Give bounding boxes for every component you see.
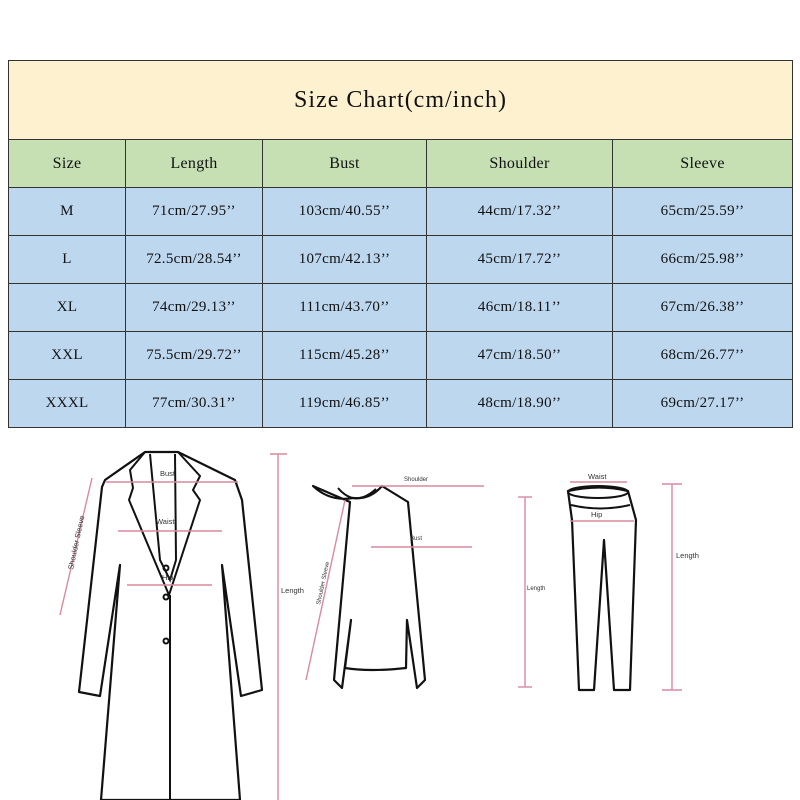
- cell: 72.5cm/28.54’’: [125, 235, 263, 284]
- cell: 45cm/17.72’’: [426, 235, 613, 284]
- cell: XXL: [8, 331, 126, 380]
- pants-waist-label: Waist: [588, 472, 607, 481]
- header-row: Size Length Bust Shoulder Sleeve: [8, 139, 794, 188]
- cell: 46cm/18.11’’: [426, 283, 613, 332]
- cell: M: [8, 187, 126, 236]
- coat-bust-label: Bust: [160, 469, 176, 478]
- header-bust: Bust: [262, 139, 427, 188]
- sweater-length-label: Length: [527, 586, 545, 592]
- cell: 115cm/45.28’’: [262, 331, 427, 380]
- cell: XXXL: [8, 379, 126, 428]
- coat-length-label: Length: [281, 586, 304, 595]
- coat-hip-label: Hip: [162, 573, 173, 582]
- cell: 77cm/30.31’’: [125, 379, 263, 428]
- table-row: M 71cm/27.95’’ 103cm/40.55’’ 44cm/17.32’’ 65…: [8, 187, 794, 236]
- measurement-diagram: Bust Waist Hip Shoulder Sleeve Length Sh…: [59, 450, 699, 800]
- table-row: XL 74cm/29.13’’ 111cm/43.70’’ 46cm/18.11’’ 6…: [8, 283, 794, 332]
- cell: 74cm/29.13’’: [125, 283, 263, 332]
- chart-title: Size Chart(cm/inch): [7, 60, 794, 140]
- sweater-bust-label: Bust: [410, 536, 422, 542]
- cell: XL: [8, 283, 126, 332]
- cell: 65cm/25.59’’: [611, 187, 794, 236]
- sweater-illustration: Shoulder Bust Shoulder Sleeve Length: [305, 477, 545, 690]
- pants-hip-label: Hip: [591, 510, 602, 519]
- coat-sleeve-label: Shoulder Sleeve: [66, 515, 86, 571]
- table-row: L 72.5cm/28.54’’ 107cm/42.13’’ 45cm/17.72’’…: [8, 235, 794, 284]
- cell: 71cm/27.95’’: [125, 187, 263, 236]
- header-length: Length: [125, 139, 263, 188]
- pants-illustration: Waist Hip Length: [566, 472, 699, 692]
- cell: 119cm/46.85’’: [262, 379, 427, 428]
- table-row: XXXL 77cm/30.31’’ 119cm/46.85’’ 48cm/18.90’…: [8, 379, 794, 428]
- header-shoulder: Shoulder: [426, 139, 613, 188]
- table-row: XXL 75.5cm/29.72’’ 115cm/45.28’’ 47cm/18.50…: [8, 331, 794, 380]
- cell: 68cm/26.77’’: [611, 331, 794, 380]
- cell: 66cm/25.98’’: [611, 235, 794, 284]
- header-sleeve: Sleeve: [611, 139, 794, 188]
- cell: 48cm/18.90’’: [426, 379, 613, 428]
- header-size: Size: [8, 139, 126, 188]
- coat-waist-label: Waist: [156, 517, 175, 526]
- cell: 75.5cm/29.72’’: [125, 331, 263, 380]
- cell: 107cm/42.13’’: [262, 235, 427, 284]
- cell: 103cm/40.55’’: [262, 187, 427, 236]
- cell: 47cm/18.50’’: [426, 331, 613, 380]
- sweater-shoulder-label: Shoulder: [404, 477, 428, 483]
- pants-length-label: Length: [676, 551, 699, 560]
- cell: 69cm/27.17’’: [611, 379, 794, 428]
- coat-illustration: Bust Waist Hip Shoulder Sleeve Length: [59, 450, 304, 800]
- cell: 67cm/26.38’’: [611, 283, 794, 332]
- cell: 44cm/17.32’’: [426, 187, 613, 236]
- cell: L: [8, 235, 126, 284]
- size-chart-table: Size Chart(cm/inch) Size Length Bust Sho…: [7, 60, 794, 428]
- cell: 111cm/43.70’’: [262, 283, 427, 332]
